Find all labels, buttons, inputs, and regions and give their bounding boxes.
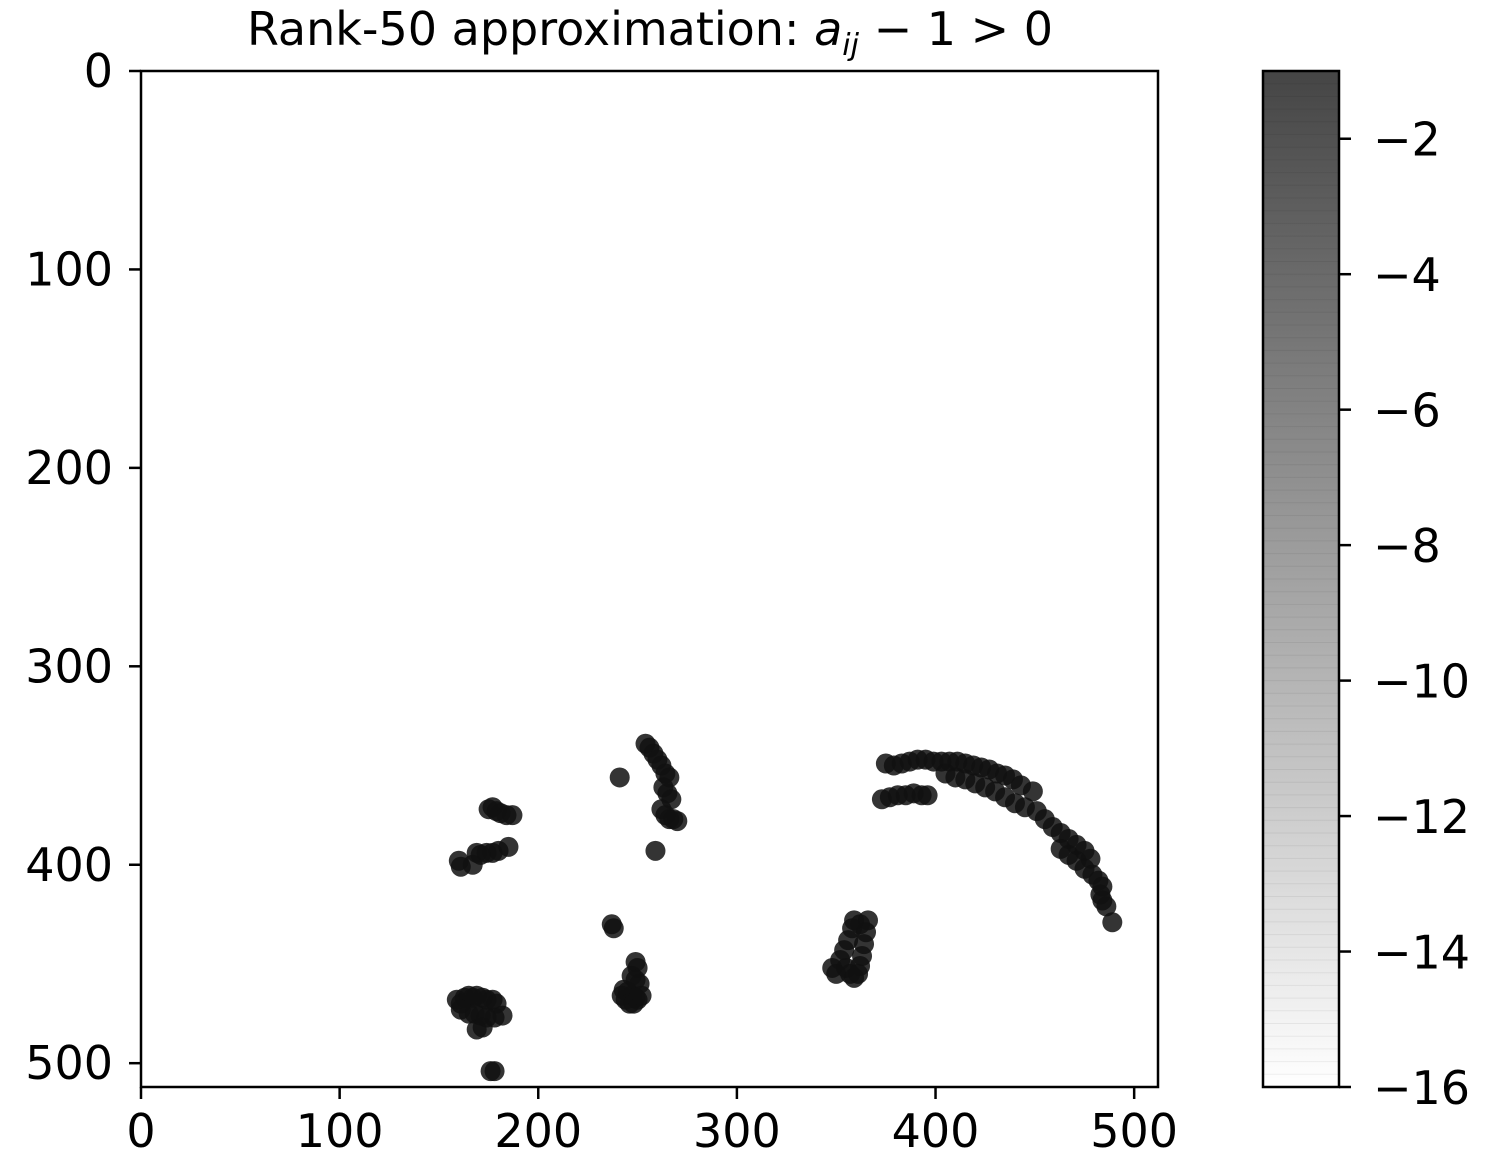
x-tick-label: 0 [126,1104,155,1158]
colorbar-tick-label: −2 [1373,113,1441,167]
data-point [498,836,519,857]
y-tick-label: 400 [25,838,113,892]
colorbar-tick-label: −8 [1373,519,1441,573]
colorbar-tick-label: −12 [1373,790,1470,844]
x-tick-label: 200 [494,1104,582,1158]
data-point [484,1061,505,1082]
data-point [603,918,624,939]
colorbar-tick-label: −14 [1373,926,1470,980]
data-point [492,1005,513,1026]
x-tick-label: 100 [296,1104,384,1158]
x-tick-label: 400 [892,1104,980,1158]
chart-title: Rank-50 approximation: aij − 1 > 0 [247,2,1053,63]
data-point [1096,896,1117,917]
colorbar-frame [1261,69,1341,1089]
chart-title-var: a [814,2,842,56]
x-axis: 0 100 200 300 400 500 [126,1087,1178,1158]
chart-title-prefix: Rank-50 approximation: [247,2,814,56]
data-point [645,840,666,861]
y-tick-label: 200 [25,441,113,495]
colorbar-axis: −2 −4 −6 −8 −10 −12 −14 −16 [1339,113,1470,1115]
colorbar: −2 −4 −6 −8 −10 −12 −14 −16 [1261,69,1470,1115]
y-tick-label: 0 [84,44,113,98]
colorbar-tick-label: −16 [1373,1061,1470,1115]
data-point [1022,781,1043,802]
y-axis: 0 100 200 300 400 500 [25,44,141,1090]
data-point [836,957,857,978]
plot-background [141,71,1158,1087]
colorbar-tick-label: −4 [1373,248,1441,302]
data-point [1102,912,1123,933]
y-tick-label: 300 [25,639,113,693]
data-points [446,733,1123,1082]
data-point [472,1017,493,1038]
colorbar-tick-label: −10 [1373,655,1470,709]
colorbar-gradient [1263,71,1339,1087]
colorbar-tick-label: −6 [1373,384,1441,438]
plot-area: 0 100 200 300 400 500 0 100 200 300 400 500 [25,44,1178,1158]
y-tick-label: 500 [25,1036,113,1090]
data-point [609,767,630,788]
data-point [631,985,652,1006]
colorbar-bands [1263,83,1339,1075]
y-tick-label: 100 [25,242,113,296]
x-tick-label: 500 [1090,1104,1178,1158]
x-tick-label: 300 [693,1104,781,1158]
data-point [667,811,688,832]
chart-title-sub: ij [842,28,859,63]
data-point [502,805,523,826]
chart-title-suffix: − 1 > 0 [859,2,1053,56]
data-point [917,785,938,806]
plot-frame [139,69,1160,1089]
